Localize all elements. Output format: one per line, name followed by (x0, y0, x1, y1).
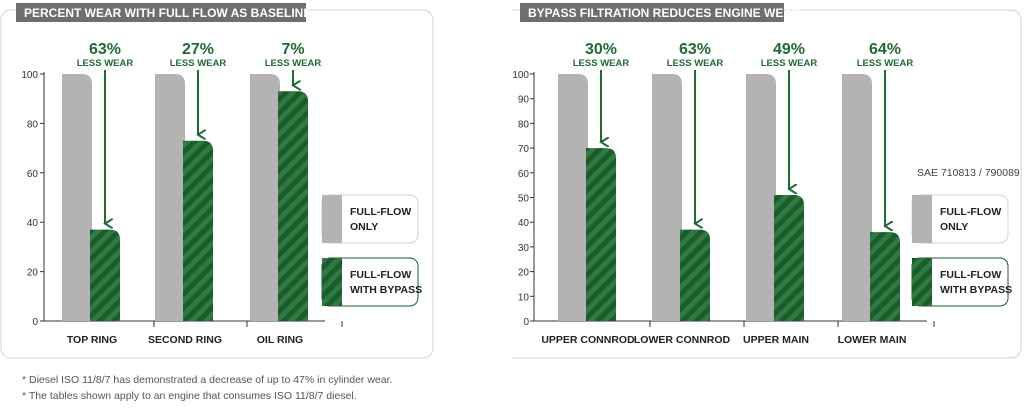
bar-bypass (680, 229, 710, 321)
footnote-2: * The tables shown apply to an engine th… (22, 390, 357, 402)
bar-full-flow (558, 74, 588, 321)
legend-label: FULL-FLOW (350, 269, 411, 281)
category-label: LOWER MAIN (838, 334, 907, 346)
y-tick-label: 90 (518, 95, 530, 106)
legend-swatch (912, 258, 932, 306)
y-tick-label: 100 (21, 70, 38, 81)
category-label: UPPER CONNROD (541, 334, 635, 346)
bar-full-flow (652, 74, 682, 321)
footnote-1: * Diesel ISO 11/8/7 has demonstrated a d… (22, 374, 393, 386)
annotation-percent: 27% (182, 41, 214, 58)
legend-label: FULL-FLOW (940, 269, 1001, 281)
legend-swatch (912, 195, 932, 243)
annotation-percent: 7% (281, 41, 304, 58)
y-tick-label: 80 (518, 119, 530, 130)
category-label: SECOND RING (148, 334, 222, 346)
legend-full-flow: FULL-FLOW ONLY (911, 194, 1009, 244)
category-label: OIL RING (257, 334, 303, 346)
bar-bypass (774, 195, 804, 321)
chart-title-bar (16, 3, 306, 22)
category-label: TOP RING (67, 334, 117, 346)
annotation-percent: 63% (679, 41, 711, 58)
y-tick-label: 40 (518, 218, 530, 229)
annotation-text: LESS WEAR (857, 58, 914, 69)
bar-bypass (278, 91, 308, 321)
wear-chart-left: PERCENT WEAR WITH FULL FLOW AS BASELINE 0… (0, 3, 434, 359)
y-tick-label: 80 (27, 119, 39, 130)
legend-full-flow: FULL-FLOW ONLY (321, 194, 419, 244)
legend-label: FULL-FLOW (940, 206, 1001, 218)
y-tick-label: 50 (518, 194, 530, 205)
source-note: SAE 710813 / 790089 (917, 167, 1020, 179)
y-tick-label: 10 (518, 292, 530, 303)
legend-swatch (322, 258, 342, 306)
y-tick-label: 70 (518, 144, 530, 155)
annotation-percent: 63% (89, 41, 121, 58)
bar-full-flow (842, 74, 872, 321)
annotation-text: LESS WEAR (761, 58, 818, 69)
chart-title: PERCENT WEAR WITH FULL FLOW AS BASELINE (24, 6, 311, 20)
bar-full-flow (746, 74, 776, 321)
bar-full-flow (62, 74, 92, 321)
annotation-text: LESS WEAR (77, 58, 134, 69)
bar-bypass (90, 229, 120, 321)
legend-swatch (322, 195, 342, 243)
bar-bypass (183, 140, 213, 321)
bar-full-flow (250, 74, 280, 321)
category-label: LOWER CONNROD (634, 334, 731, 346)
annotation-text: LESS WEAR (265, 58, 322, 69)
legend-label: WITH BYPASS (940, 284, 1012, 296)
annotation-percent: 30% (585, 41, 617, 58)
y-tick-label: 40 (27, 218, 39, 229)
y-tick-label: 60 (27, 169, 39, 180)
bar-full-flow (155, 74, 185, 321)
bar-bypass (586, 148, 616, 321)
chart-title-bar (520, 3, 784, 22)
wear-chart-right: BYPASS FILTRATION REDUCES ENGINE WEAR 0 10… (512, 3, 1022, 359)
legend-bypass: FULL-FLOW WITH BYPASS (911, 257, 1012, 307)
chart-title: BYPASS FILTRATION REDUCES ENGINE WEAR (528, 6, 801, 20)
legend-bypass: FULL-FLOW WITH BYPASS (321, 257, 422, 307)
y-tick-label: 30 (518, 243, 530, 254)
footnotes: * Diesel ISO 11/8/7 has demonstrated a d… (22, 372, 392, 404)
y-tick-label: 20 (518, 268, 530, 279)
legend-label: ONLY (940, 221, 968, 233)
legend-label: WITH BYPASS (350, 284, 422, 296)
y-tick-label: 0 (32, 317, 38, 328)
category-label: UPPER MAIN (743, 334, 809, 346)
y-tick-label: 100 (512, 70, 529, 81)
bar-bypass (870, 232, 900, 321)
legend-label: ONLY (350, 221, 378, 233)
annotation-text: LESS WEAR (170, 58, 227, 69)
y-tick-label: 20 (27, 268, 39, 279)
annotation-percent: 49% (773, 41, 805, 58)
annotation-text: LESS WEAR (573, 58, 630, 69)
y-tick-label: 60 (518, 169, 530, 180)
annotation-text: LESS WEAR (667, 58, 724, 69)
legend-label: FULL-FLOW (350, 206, 411, 218)
annotation-percent: 64% (869, 41, 901, 58)
y-tick-label: 0 (523, 317, 529, 328)
